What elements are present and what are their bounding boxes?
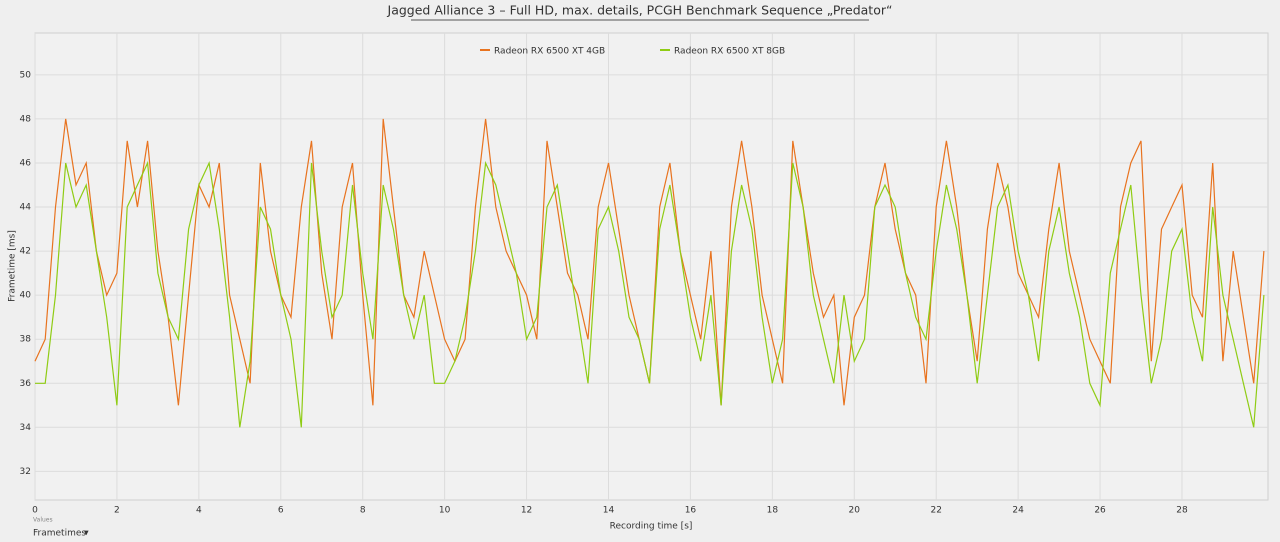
y-tick-label: 50 — [20, 70, 32, 80]
x-tick-label: 6 — [278, 506, 284, 516]
x-tick-label: 14 — [603, 506, 615, 516]
x-tick-label: 8 — [360, 506, 366, 516]
x-tick-label: 28 — [1176, 506, 1188, 516]
legend-label: Radeon RX 6500 XT 8GB — [674, 47, 785, 57]
selector-arrow[interactable]: ▼ — [84, 530, 89, 537]
x-tick-label: 16 — [685, 506, 697, 516]
y-tick-label: 34 — [20, 423, 32, 433]
x-axis-label: Recording time [s] — [610, 522, 693, 532]
plot-area — [34, 32, 1269, 501]
x-tick-label: 4 — [196, 506, 202, 516]
x-tick-label: 2 — [114, 506, 120, 516]
series-line — [35, 160, 1265, 428]
y-tick-label: 32 — [20, 467, 31, 477]
y-axis-label: Frametime [ms] — [8, 230, 18, 302]
x-tick-label: 10 — [439, 506, 451, 516]
x-tick-label: 26 — [1094, 506, 1106, 516]
y-tick-label: 40 — [20, 291, 32, 301]
selector-caption: Values — [33, 517, 53, 524]
selector-value[interactable]: Frametimes — [33, 529, 86, 539]
x-tick-label: 20 — [849, 506, 861, 516]
chart-title: Jagged Alliance 3 – Full HD, max. detail… — [387, 3, 893, 18]
y-tick-label: 38 — [20, 335, 32, 345]
y-tick-label: 36 — [20, 379, 32, 389]
y-tick-label: 48 — [20, 114, 32, 124]
x-tick-label: 18 — [767, 506, 779, 516]
x-tick-label: 12 — [521, 506, 532, 516]
x-tick-label: 24 — [1012, 506, 1024, 516]
x-tick-label: 0 — [32, 506, 38, 516]
y-tick-label: 44 — [20, 203, 32, 213]
y-tick-label: 46 — [20, 158, 32, 168]
legend-label: Radeon RX 6500 XT 4GB — [494, 47, 605, 57]
y-tick-label: 42 — [20, 247, 31, 257]
x-tick-label: 22 — [930, 506, 941, 516]
